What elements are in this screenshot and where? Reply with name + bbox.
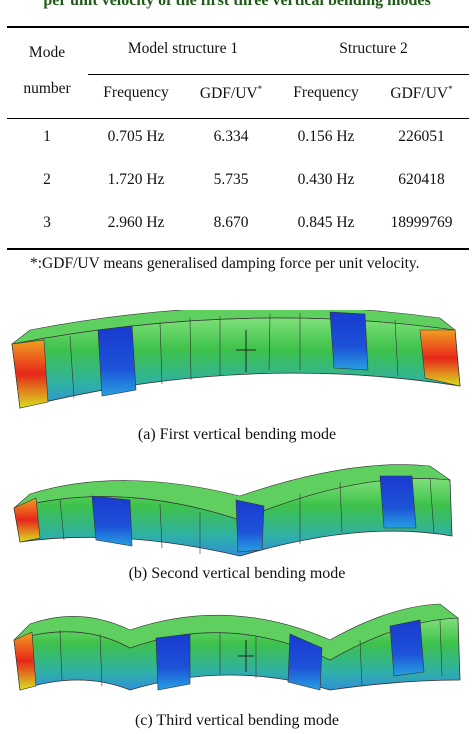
caption-first-mode: (a) First vertical bending mode	[137, 426, 337, 443]
cell-gdf-2: 620418	[398, 171, 445, 188]
cell-frequency-1: 1.720 Hz	[107, 171, 165, 188]
cell-mode: 3	[43, 214, 51, 231]
cell-frequency-1: 2.960 Hz	[107, 214, 165, 231]
table-footnote: *:GDF/UV means generalised damping force…	[30, 255, 420, 272]
cell-frequency-2: 0.845 Hz	[297, 214, 355, 231]
table-rule-group	[88, 74, 469, 75]
col-mode-line2: number	[23, 80, 71, 97]
cell-frequency-1: 0.705 Hz	[107, 128, 165, 145]
subheader-gdf-1: GDF/UV*	[199, 84, 263, 103]
table-rule-top	[7, 26, 469, 28]
cell-gdf-1: 8.670	[213, 214, 249, 231]
table-title: per unit velocity of the first three ver…	[43, 0, 431, 9]
cell-frequency-2: 0.156 Hz	[297, 128, 355, 145]
cell-mode: 1	[43, 128, 51, 145]
second-mode-shape-figure	[13, 464, 453, 557]
table-rule-bottom	[7, 248, 469, 250]
group-structure-2: Structure 2	[339, 40, 408, 57]
caption-third-mode: (c) Third vertical bending mode	[134, 712, 340, 729]
subheader-frequency-2: Frequency	[293, 84, 359, 101]
cell-gdf-1: 5.735	[213, 171, 249, 188]
cell-frequency-2: 0.430 Hz	[297, 171, 355, 188]
caption-second-mode: (b) Second vertical bending mode	[128, 565, 346, 582]
group-model-structure-1: Model structure 1	[127, 40, 239, 57]
subheader-frequency-1: Frequency	[103, 84, 169, 101]
cell-gdf-2: 226051	[398, 128, 445, 145]
subheader-gdf-2: GDF/UV*	[390, 84, 453, 103]
cell-gdf-1: 6.334	[213, 128, 249, 145]
cell-gdf-2: 18999769	[390, 214, 453, 231]
table-rule-header	[7, 118, 469, 119]
first-mode-shape-figure	[11, 310, 461, 409]
third-mode-shape-figure	[13, 603, 461, 691]
col-mode-line1: Mode	[28, 44, 66, 61]
cell-mode: 2	[43, 171, 51, 188]
